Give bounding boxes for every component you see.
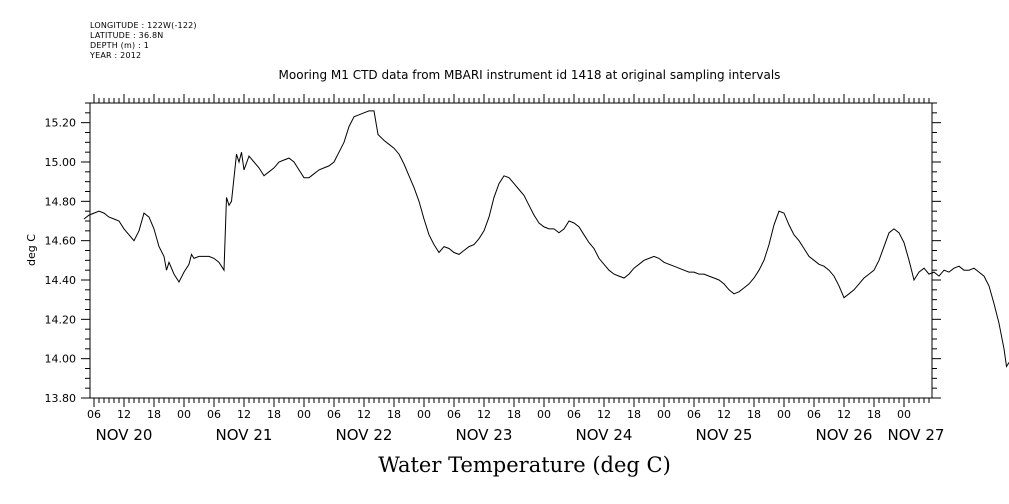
x-hour-tick-label: 12 (237, 408, 251, 421)
x-hour-tick-label: 18 (147, 408, 161, 421)
x-day-label: NOV 22 (336, 426, 393, 444)
x-hour-tick-label: 12 (477, 408, 491, 421)
y-tick-label: 15.00 (45, 156, 77, 169)
x-day-label: NOV 24 (576, 426, 633, 444)
x-day-label: NOV 20 (96, 426, 153, 444)
x-hour-tick-label: 18 (747, 408, 761, 421)
x-day-label: NOV 25 (696, 426, 753, 444)
x-hour-tick-label: 12 (117, 408, 131, 421)
x-axis-title: Water Temperature (deg C) (378, 453, 671, 477)
x-hour-tick-label: 00 (297, 408, 311, 421)
temperature-series-line (83, 110, 1009, 368)
x-hour-tick-label: 06 (327, 408, 341, 421)
x-hour-tick-label: 00 (657, 408, 671, 421)
y-tick-label: 14.20 (45, 313, 77, 326)
x-hour-tick-label: 12 (717, 408, 731, 421)
x-hour-tick-label: 06 (447, 408, 461, 421)
y-tick-label: 14.40 (45, 274, 77, 287)
x-hour-tick-label: 12 (597, 408, 611, 421)
longitude-text: LONGITUDE : 122W(-122) (90, 21, 197, 30)
depth-text: DEPTH (m) : 1 (90, 41, 149, 50)
metadata-block: LONGITUDE : 122W(-122) LATITUDE : 36.8N … (90, 21, 197, 61)
x-day-label: NOV 26 (816, 426, 873, 444)
x-day-label: NOV 21 (216, 426, 273, 444)
latitude-text: LATITUDE : 36.8N (90, 31, 164, 40)
x-hour-tick-label: 00 (417, 408, 431, 421)
x-day-label: NOV 27 (888, 426, 945, 444)
x-hour-tick-label: 00 (777, 408, 791, 421)
x-hour-tick-label: 06 (567, 408, 581, 421)
x-hour-tick-label: 06 (687, 408, 701, 421)
x-hour-tick-label: 06 (87, 408, 101, 421)
year-text: YEAR : 2012 (90, 51, 142, 60)
x-hour-tick-label: 18 (387, 408, 401, 421)
x-hour-tick-label: 18 (867, 408, 881, 421)
y-tick-label: 14.60 (45, 235, 77, 248)
y-axis-label: deg C (25, 234, 38, 266)
x-hour-tick-label: 12 (837, 408, 851, 421)
x-hour-tick-label: 06 (807, 408, 821, 421)
x-hour-tick-label: 00 (897, 408, 911, 421)
x-day-label: NOV 23 (456, 426, 513, 444)
y-tick-label: 13.80 (45, 392, 77, 405)
y-tick-label: 14.80 (45, 195, 77, 208)
x-hour-tick-label: 00 (177, 408, 191, 421)
x-hour-tick-label: 06 (207, 408, 221, 421)
x-hour-tick-label: 12 (357, 408, 371, 421)
chart-title: Mooring M1 CTD data from MBARI instrumen… (278, 68, 781, 82)
x-hour-tick-label: 00 (537, 408, 551, 421)
x-hour-tick-label: 18 (627, 408, 641, 421)
x-hour-tick-label: 18 (267, 408, 281, 421)
y-tick-label: 15.20 (45, 117, 77, 130)
x-hour-tick-label: 18 (507, 408, 521, 421)
y-tick-label: 14.00 (45, 353, 77, 366)
